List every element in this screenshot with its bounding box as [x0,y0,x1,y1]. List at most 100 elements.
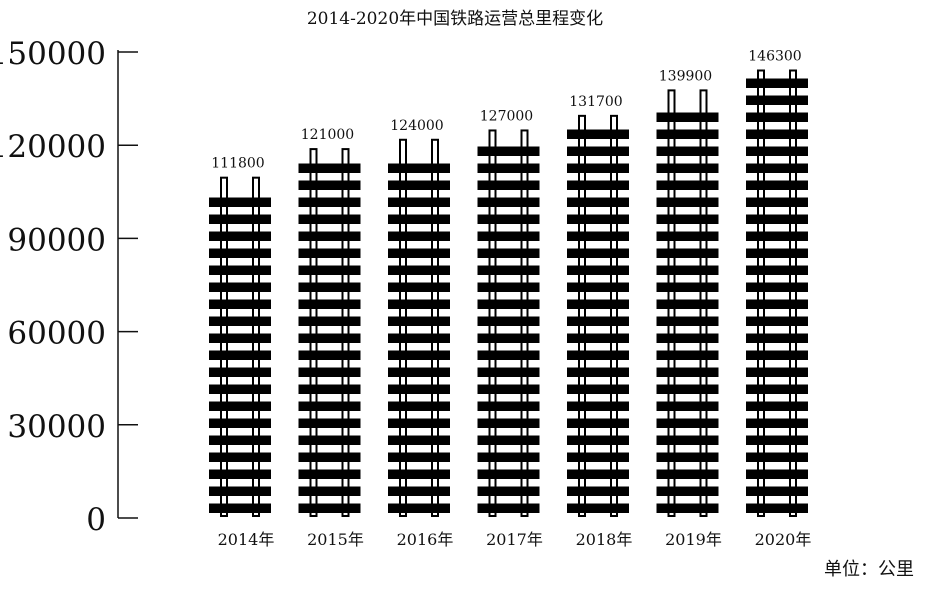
track-tie [746,333,808,343]
track-tie [746,469,808,479]
track-tie [298,469,361,479]
track-tie [567,146,629,156]
track-tie [567,197,629,207]
data-label: 111800 [211,156,264,172]
track-tie [477,316,540,326]
track-tie [656,367,719,377]
data-label: 124000 [390,118,443,134]
track-tie [567,316,629,326]
track-tie [388,163,450,173]
track-tie [477,435,540,445]
track-tie [209,435,271,445]
track-tie [567,367,629,377]
track-tie [477,231,540,241]
track-tie [298,265,361,275]
unit-note: 单位：公里 [824,559,914,580]
track-tie [388,469,450,479]
track-tie [209,367,271,377]
rail [399,138,407,517]
track-tie [298,367,361,377]
data-label: 146300 [748,48,801,64]
track-tie [656,163,719,173]
track-tie [298,401,361,411]
data-label: 139900 [659,68,712,84]
track-tie [209,486,271,496]
track-tie [656,435,719,445]
track-tie [298,452,361,462]
track-tie [388,503,450,513]
track-tie [209,197,271,207]
track-tie [567,129,629,139]
track-tie [567,282,629,292]
track-tie [567,401,629,411]
track-tie [567,350,629,360]
track-tie [298,197,361,207]
y-tick-label: 150000 [0,36,106,72]
track-tie [656,112,719,122]
track-tie [746,350,808,360]
track-tie [656,316,719,326]
track-tie [746,299,808,309]
x-tick-label: 2015年 [307,530,364,549]
data-label: 127000 [480,108,533,124]
track-tie [298,435,361,445]
track-tie [477,248,540,258]
track-tie [746,214,808,224]
bar-2018年: 131700 [567,94,629,518]
track-tie [477,384,540,394]
track-tie [567,418,629,428]
track-tie [209,282,271,292]
track-tie [567,231,629,241]
track-tie [746,95,808,105]
track-tie [746,129,808,139]
track-tie [746,452,808,462]
x-tick-label: 2020年 [755,530,812,549]
track-tie [477,452,540,462]
track-tie [477,486,540,496]
track-tie [746,384,808,394]
track-tie [656,469,719,479]
track-tie [746,367,808,377]
track-tie [567,180,629,190]
track-tie [209,333,271,343]
y-tick-label: 30000 [7,409,106,445]
track-tie [298,350,361,360]
track-tie [746,163,808,173]
track-tie [209,350,271,360]
track-tie [298,248,361,258]
track-tie [477,299,540,309]
track-tie [477,265,540,275]
track-tie [477,197,540,207]
track-tie [746,435,808,445]
track-tie [477,350,540,360]
track-tie [567,248,629,258]
x-tick-label: 2017年 [486,530,543,549]
track-tie [298,299,361,309]
track-tie [746,248,808,258]
track-tie [656,129,719,139]
track-tie [567,435,629,445]
track-tie [298,214,361,224]
track-tie [209,452,271,462]
track-tie [567,486,629,496]
chart-title: 2014-2020年中国铁路运营总里程变化 [306,9,604,29]
track-tie [656,248,719,258]
track-tie [388,350,450,360]
y-tick-label: 120000 [0,129,106,165]
track-tie [388,180,450,190]
track-tie [477,163,540,173]
track-tie [209,418,271,428]
bar-2020年: 146300 [746,48,808,518]
track-tie [388,418,450,428]
track-tie [656,231,719,241]
track-tie [388,282,450,292]
track-tie [567,265,629,275]
track-tie [388,452,450,462]
track-tie [656,299,719,309]
track-tie [746,146,808,156]
track-tie [656,333,719,343]
track-tie [298,333,361,343]
y-tick-label: 90000 [7,222,106,258]
track-tie [298,180,361,190]
